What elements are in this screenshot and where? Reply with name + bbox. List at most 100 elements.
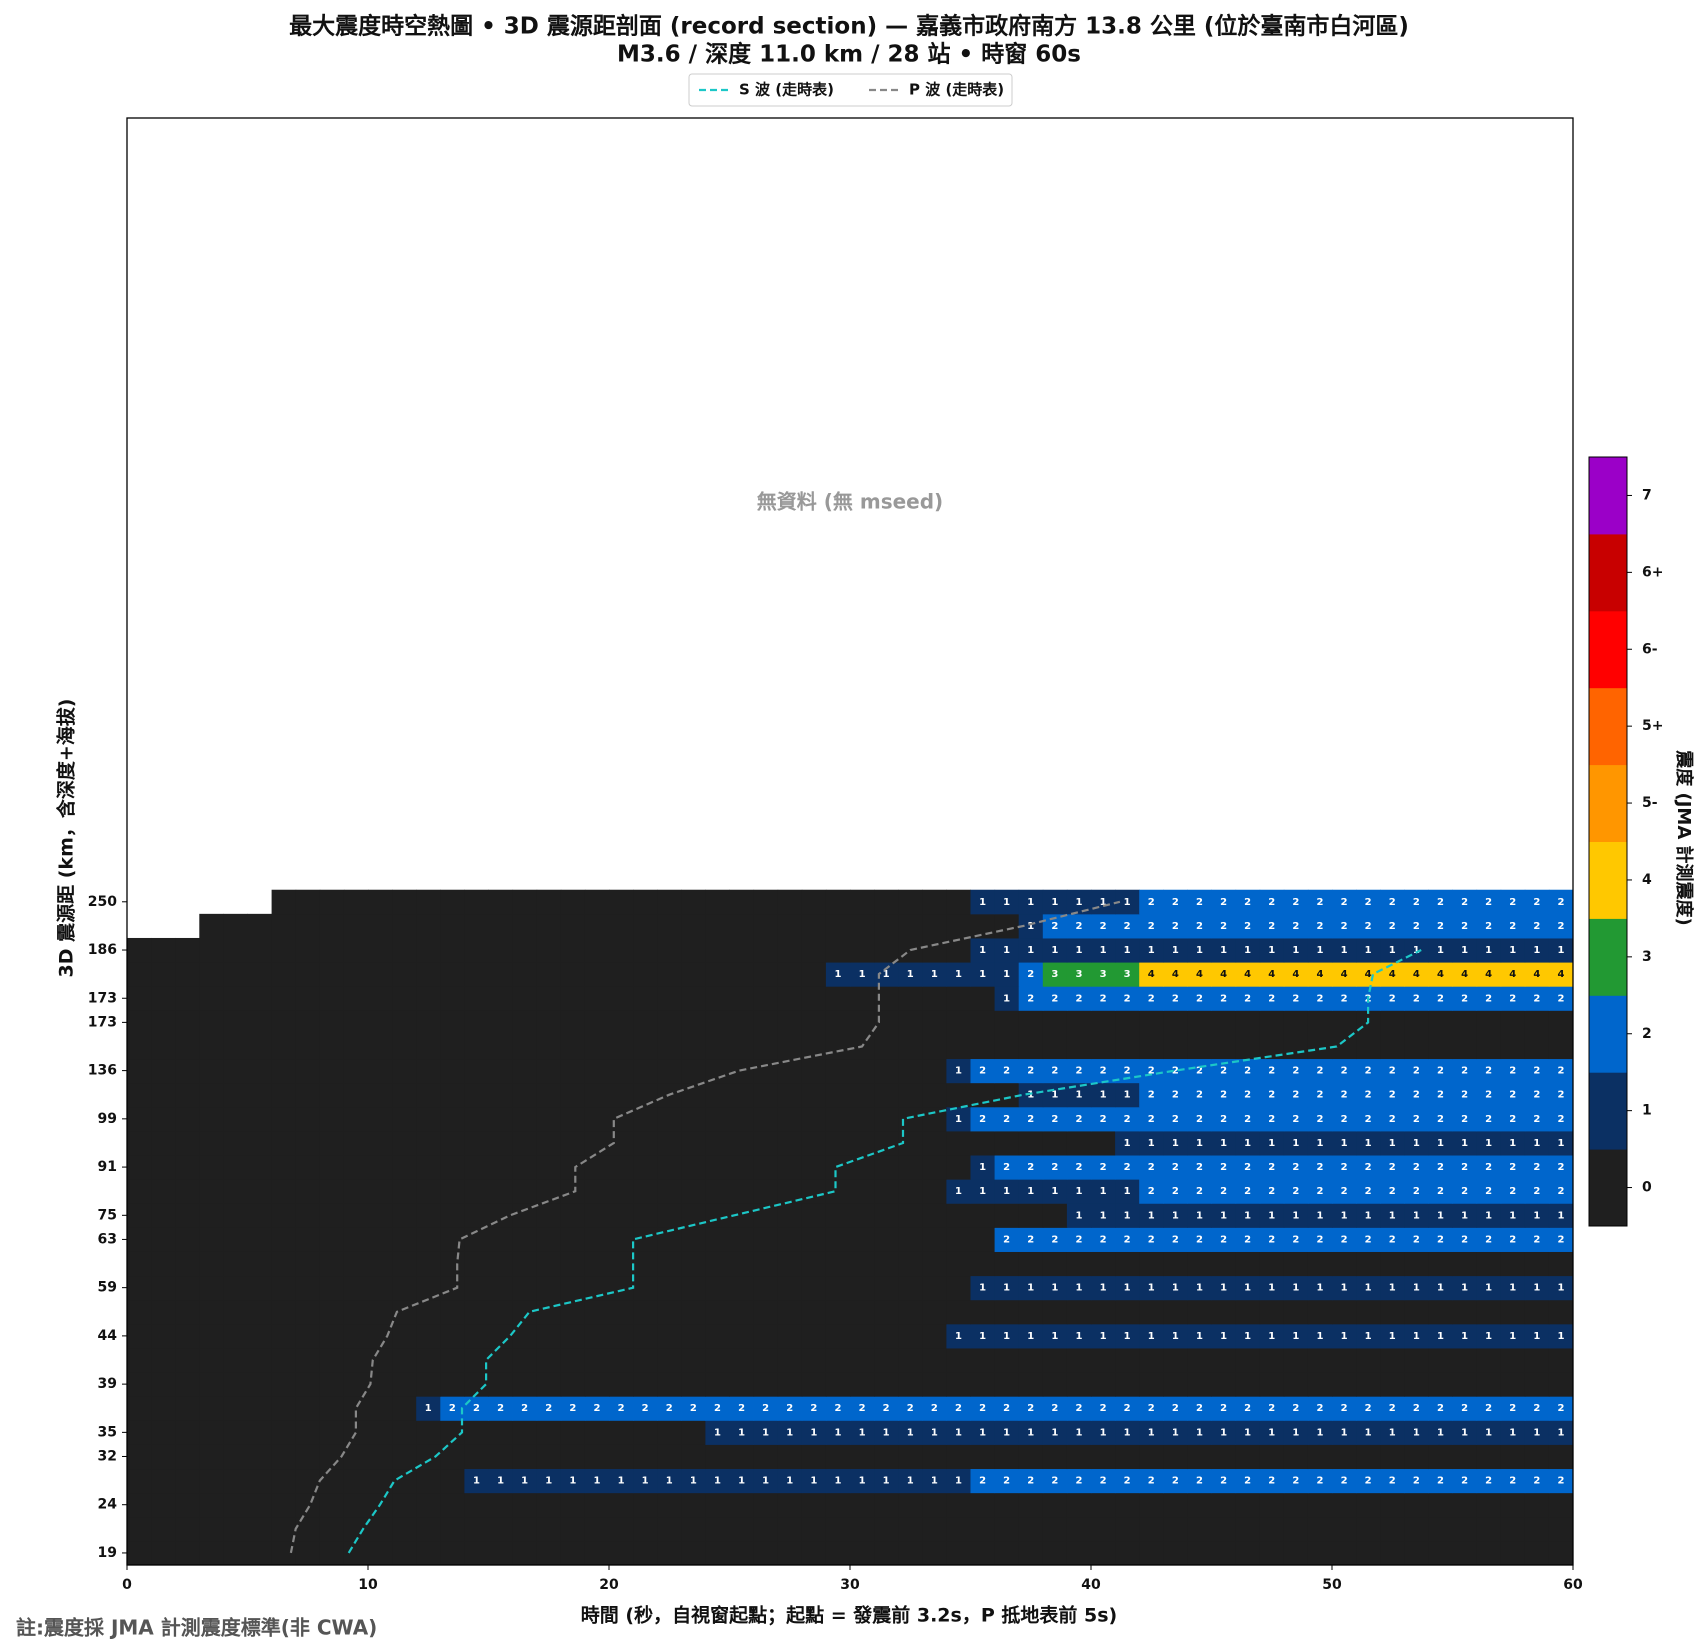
- heat-cell: [560, 962, 586, 987]
- heat-cell: [271, 1323, 297, 1349]
- heat-cell: [1548, 1275, 1574, 1301]
- heat-cell: [970, 1010, 996, 1035]
- heat-cell: [1428, 1468, 1453, 1494]
- heat-cell: [922, 1347, 947, 1373]
- heat-cell: [609, 1106, 634, 1132]
- heat-cell: [1307, 1420, 1333, 1445]
- heat-cell: [657, 1010, 682, 1035]
- cell-label: 1: [907, 1427, 914, 1438]
- heat-cell: [633, 937, 658, 963]
- cell-label: 2: [1437, 993, 1444, 1004]
- heat-cell: [1066, 937, 1092, 963]
- heat-cell: [127, 1444, 152, 1470]
- heat-cell: [488, 1034, 514, 1060]
- heat-cell: [777, 1492, 803, 1518]
- heat-cell: [247, 1372, 273, 1397]
- cell-label: 2: [1316, 993, 1323, 1004]
- heat-cell: [1428, 1540, 1453, 1566]
- heat-cell: [777, 1227, 803, 1252]
- cell-label: 1: [1075, 1210, 1082, 1221]
- heat-cell: [416, 1372, 441, 1397]
- heat-cell: [1163, 1396, 1188, 1421]
- heat-cell: [1283, 1492, 1309, 1518]
- cell-label: 2: [1027, 1234, 1034, 1245]
- cell-label: 2: [1316, 1186, 1323, 1197]
- heat-cell: [416, 1468, 441, 1494]
- heat-cell: [416, 1034, 441, 1060]
- cell-label: 2: [1148, 1186, 1155, 1197]
- heat-cell: [1259, 1179, 1285, 1204]
- cell-label: 2: [1437, 1090, 1444, 1101]
- heat-cell: [536, 1010, 562, 1035]
- cell-label: 1: [1389, 1283, 1396, 1294]
- heat-cell: [416, 1058, 441, 1084]
- heat-cell: [247, 1492, 273, 1518]
- heat-cell: [681, 1468, 706, 1494]
- cell-label: 1: [1365, 945, 1372, 956]
- heat-cell: [488, 1082, 514, 1108]
- heat-cell: [295, 889, 321, 915]
- heat-cell: [729, 889, 755, 915]
- heat-cell: [1404, 1516, 1429, 1542]
- heat-cell: [825, 889, 851, 915]
- heat-cell: [1404, 1251, 1429, 1277]
- heat-cell: [536, 1372, 562, 1397]
- heat-cell: [681, 1323, 706, 1349]
- heat-cell: [1428, 1323, 1453, 1349]
- heat-cell: [1066, 962, 1092, 987]
- heat-cell: [633, 1468, 658, 1494]
- heat-cell: [247, 1420, 273, 1445]
- heat-cell: [1548, 1347, 1574, 1373]
- heat-cell: [633, 1010, 658, 1035]
- heat-cell: [1091, 1251, 1116, 1277]
- heat-cell: [1139, 1203, 1164, 1228]
- heat-cell: [151, 1227, 176, 1252]
- cell-label: 1: [1124, 1186, 1131, 1197]
- cell-label: 2: [1244, 1186, 1251, 1197]
- heat-cell: [705, 1275, 730, 1301]
- heat-cell: [801, 889, 827, 915]
- heat-cell: [1018, 1034, 1044, 1060]
- heat-cell: [584, 1251, 610, 1277]
- heat-cell: [922, 986, 947, 1011]
- cell-label: 3: [1051, 969, 1058, 980]
- heat-cell: [1524, 1179, 1550, 1204]
- cell-label: 2: [979, 1476, 986, 1487]
- heat-cell: [801, 1155, 827, 1180]
- cell-label: 2: [1244, 993, 1251, 1004]
- heat-cell: [994, 1323, 1020, 1349]
- heat-cell: [1139, 1444, 1164, 1470]
- heat-cell: [681, 1130, 706, 1156]
- heat-cell: [1524, 1372, 1550, 1397]
- heat-cell: [1066, 913, 1092, 939]
- heat-cell: [1452, 889, 1478, 915]
- heat-cell: [1428, 1420, 1453, 1445]
- cell-label: 4: [1461, 969, 1468, 980]
- cell-label: 2: [1533, 993, 1540, 1004]
- cell-label: 1: [1172, 945, 1179, 956]
- heat-cell: [994, 1444, 1020, 1470]
- heat-cell: [1066, 1323, 1092, 1349]
- cell-label: 4: [1292, 969, 1299, 980]
- heat-cell: [1548, 1155, 1574, 1180]
- cell-label: 1: [1437, 1331, 1444, 1342]
- cell-label: 4: [1220, 969, 1227, 980]
- heat-cell: [1332, 1444, 1357, 1470]
- heat-cell: [1259, 937, 1285, 963]
- cell-label: 1: [1196, 1210, 1203, 1221]
- heat-cell: [1307, 1540, 1333, 1566]
- heat-cell: [175, 1130, 200, 1156]
- heat-cell: [584, 1540, 610, 1566]
- heat-cell: [1452, 1299, 1478, 1325]
- heat-cell: [1524, 913, 1550, 939]
- heat-cell: [1115, 913, 1140, 939]
- heat-cell: [1163, 1299, 1188, 1325]
- heat-cell: [1066, 1516, 1092, 1542]
- cell-label: 1: [883, 1427, 890, 1438]
- heat-cell: [151, 1058, 176, 1084]
- cell-label: 1: [1292, 1210, 1299, 1221]
- cell-label: 1: [883, 969, 890, 980]
- heat-cell: [1259, 1347, 1285, 1373]
- heat-cell: [1091, 937, 1116, 963]
- heat-cell: [1115, 1372, 1140, 1397]
